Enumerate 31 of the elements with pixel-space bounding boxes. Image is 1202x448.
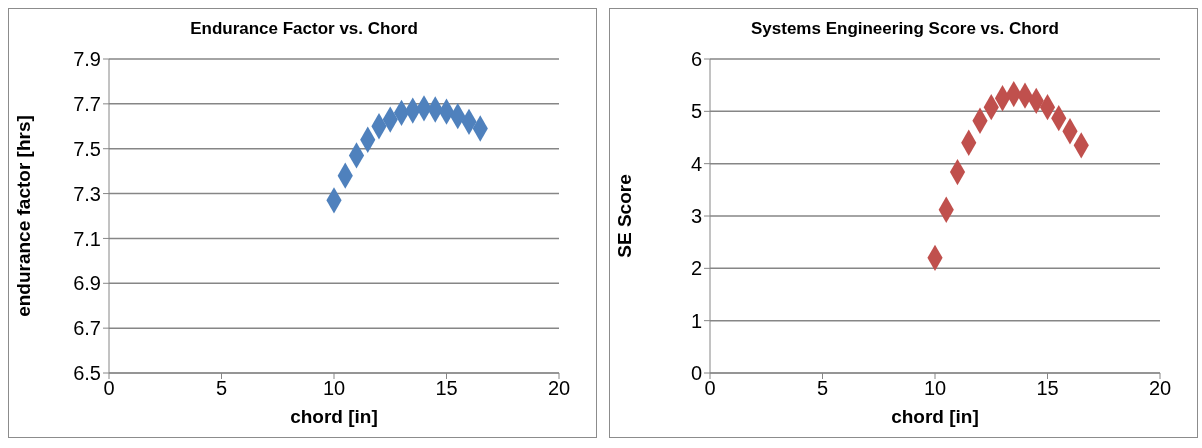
- y-tick-label: 7.1: [73, 227, 101, 250]
- y-tick-label: 7.9: [73, 48, 101, 71]
- y-axis-title: endurance factor [hrs]: [12, 115, 34, 317]
- y-tick-label: 6.9: [73, 272, 101, 295]
- x-tick-label: 20: [1148, 377, 1172, 400]
- y-tick-label: 7.3: [73, 182, 101, 205]
- x-tick-label: 5: [215, 377, 228, 400]
- x-tick-label: 20: [547, 377, 571, 400]
- y-tick-label: 2: [690, 257, 702, 280]
- y-axis-title: SE Score: [613, 174, 635, 258]
- y-tick-label: 7.7: [73, 92, 101, 115]
- x-tick-label: 0: [704, 377, 716, 400]
- y-tick-label: 4: [690, 152, 702, 175]
- y-tick-label: 5: [690, 100, 702, 123]
- y-tick-label: 6: [690, 48, 702, 71]
- y-tick-label: 1: [690, 309, 702, 332]
- chart-title: Systems Engineering Score vs. Chord: [750, 19, 1060, 39]
- x-tick-label: 0: [103, 377, 115, 400]
- y-tick-label: 6.5: [73, 362, 101, 385]
- x-tick-label: 10: [322, 377, 346, 400]
- x-axis-title: chord [in]: [891, 406, 979, 427]
- y-tick-label: 3: [690, 205, 702, 228]
- y-tick-label: 0: [690, 362, 702, 385]
- x-axis-title: chord [in]: [290, 406, 378, 427]
- x-tick-label: 15: [1036, 377, 1059, 400]
- x-tick-label: 15: [435, 377, 458, 400]
- x-tick-label: 10: [923, 377, 947, 400]
- y-tick-label: 7.5: [73, 137, 101, 160]
- y-tick-label: 6.7: [73, 317, 101, 340]
- chart-title: Endurance Factor vs. Chord: [189, 19, 419, 39]
- x-tick-label: 5: [816, 377, 829, 400]
